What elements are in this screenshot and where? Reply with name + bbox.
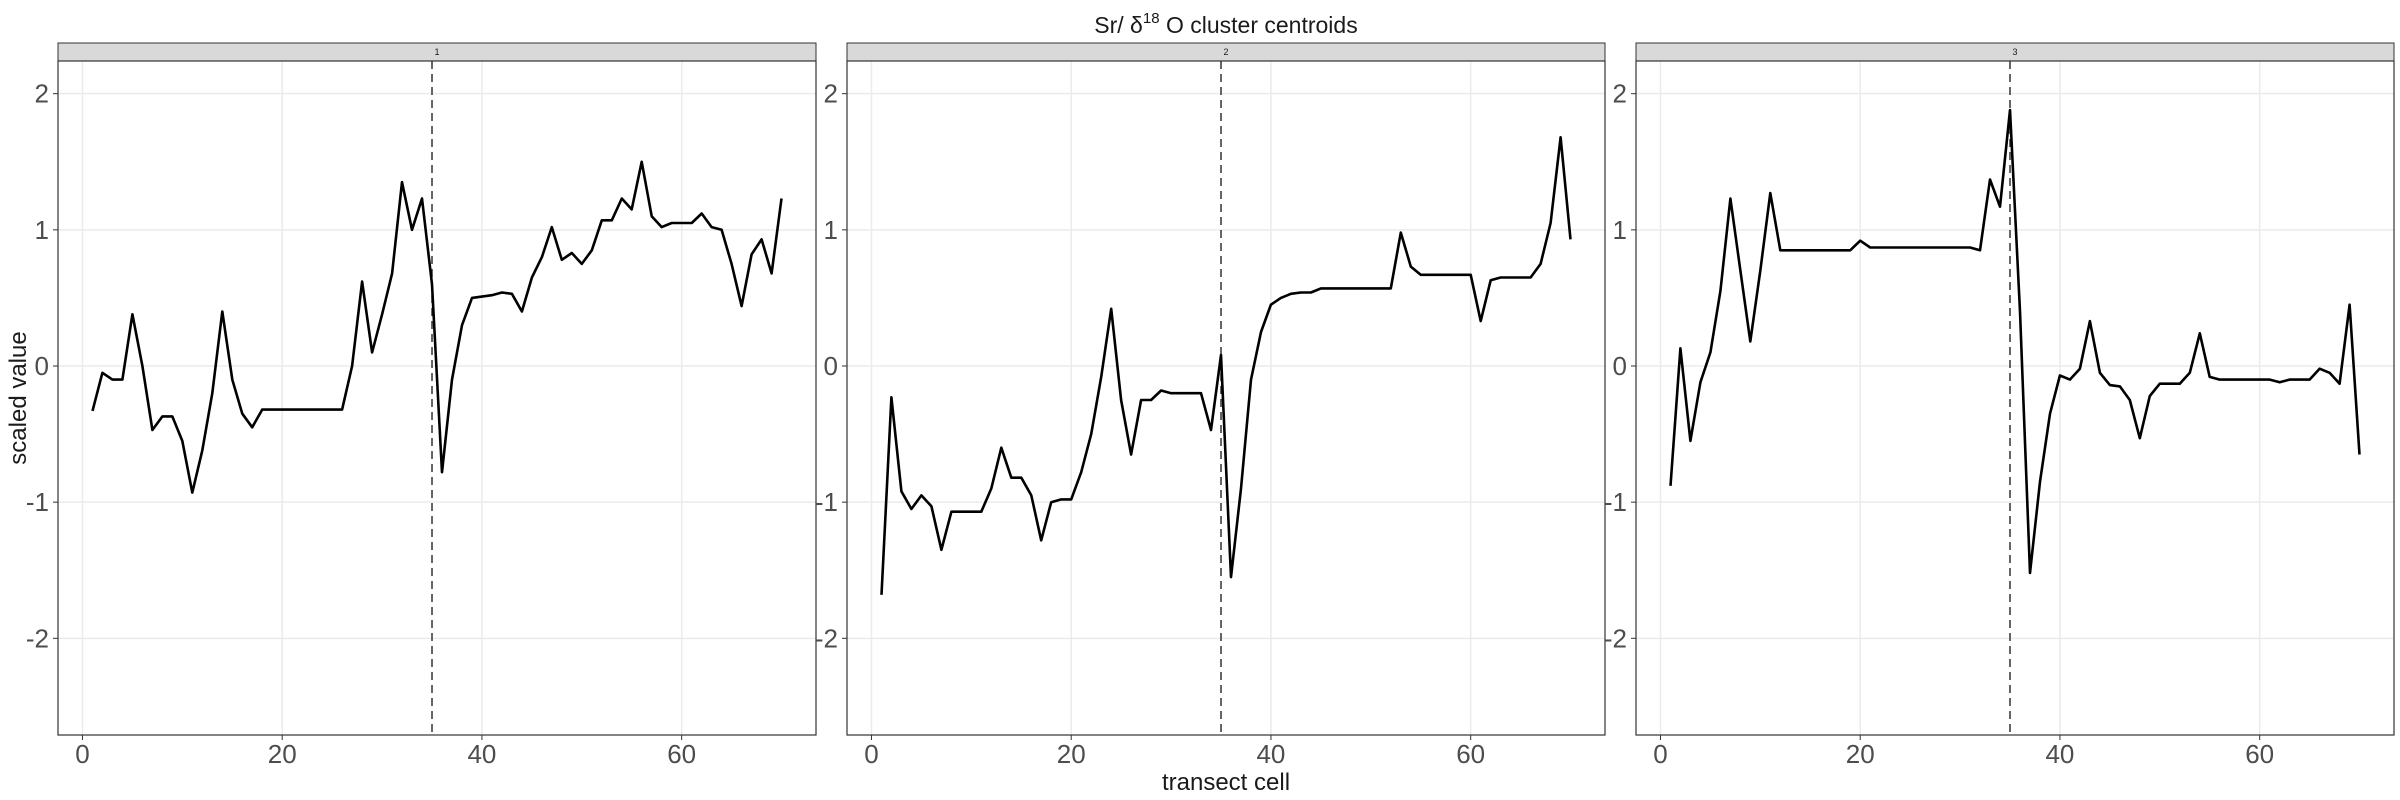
panel-border <box>1635 60 2395 736</box>
y-tick-label: 1 <box>1613 215 1627 245</box>
y-tick-label: 0 <box>824 351 838 381</box>
x-tick-label: 0 <box>1653 739 1667 769</box>
y-axis-label: scaled value <box>5 331 32 464</box>
panel-border <box>57 60 817 736</box>
x-axis-label: transect cell <box>1162 769 1290 796</box>
x-tick-label: 40 <box>467 739 496 769</box>
chart-title: Sr/ δ18 O cluster centroids <box>1094 10 1357 38</box>
title-part: O cluster centroids <box>1160 12 1358 38</box>
x-tick-label: 60 <box>1456 739 1485 769</box>
x-tick-label: 20 <box>1846 739 1875 769</box>
y-tick-label: 1 <box>35 215 49 245</box>
data-line <box>1669 108 2361 575</box>
y-tick-label: 2 <box>35 79 49 109</box>
x-tick-label: 0 <box>75 739 89 769</box>
data-line <box>91 160 783 494</box>
strip-label: 1 <box>434 47 439 57</box>
title-superscript: 18 <box>1143 10 1160 27</box>
panel <box>1636 61 2394 735</box>
strip-label: 2 <box>1223 47 1228 57</box>
y-tick-label: -1 <box>1604 487 1627 517</box>
x-tick-label: 60 <box>667 739 696 769</box>
y-tick-label: -1 <box>815 487 838 517</box>
x-tick-label: 0 <box>864 739 878 769</box>
panel-border <box>846 60 1606 736</box>
title-part: Sr/ δ <box>1094 12 1143 38</box>
y-tick-label: -2 <box>815 623 838 653</box>
x-tick-label: 20 <box>268 739 297 769</box>
y-tick-label: -2 <box>26 623 49 653</box>
x-tick-label: 40 <box>1256 739 1285 769</box>
x-tick-label: 60 <box>2245 739 2274 769</box>
y-tick-label: 0 <box>35 351 49 381</box>
data-line <box>880 136 1572 595</box>
y-tick-label: -2 <box>1604 623 1627 653</box>
panel <box>847 61 1605 735</box>
y-tick-label: 0 <box>1613 351 1627 381</box>
y-tick-label: 2 <box>1613 79 1627 109</box>
y-tick-label: -1 <box>26 487 49 517</box>
strip-label: 3 <box>2012 47 2017 57</box>
y-tick-label: 2 <box>824 79 838 109</box>
x-tick-label: 20 <box>1057 739 1086 769</box>
y-tick-label: 1 <box>824 215 838 245</box>
x-tick-label: 40 <box>2045 739 2074 769</box>
